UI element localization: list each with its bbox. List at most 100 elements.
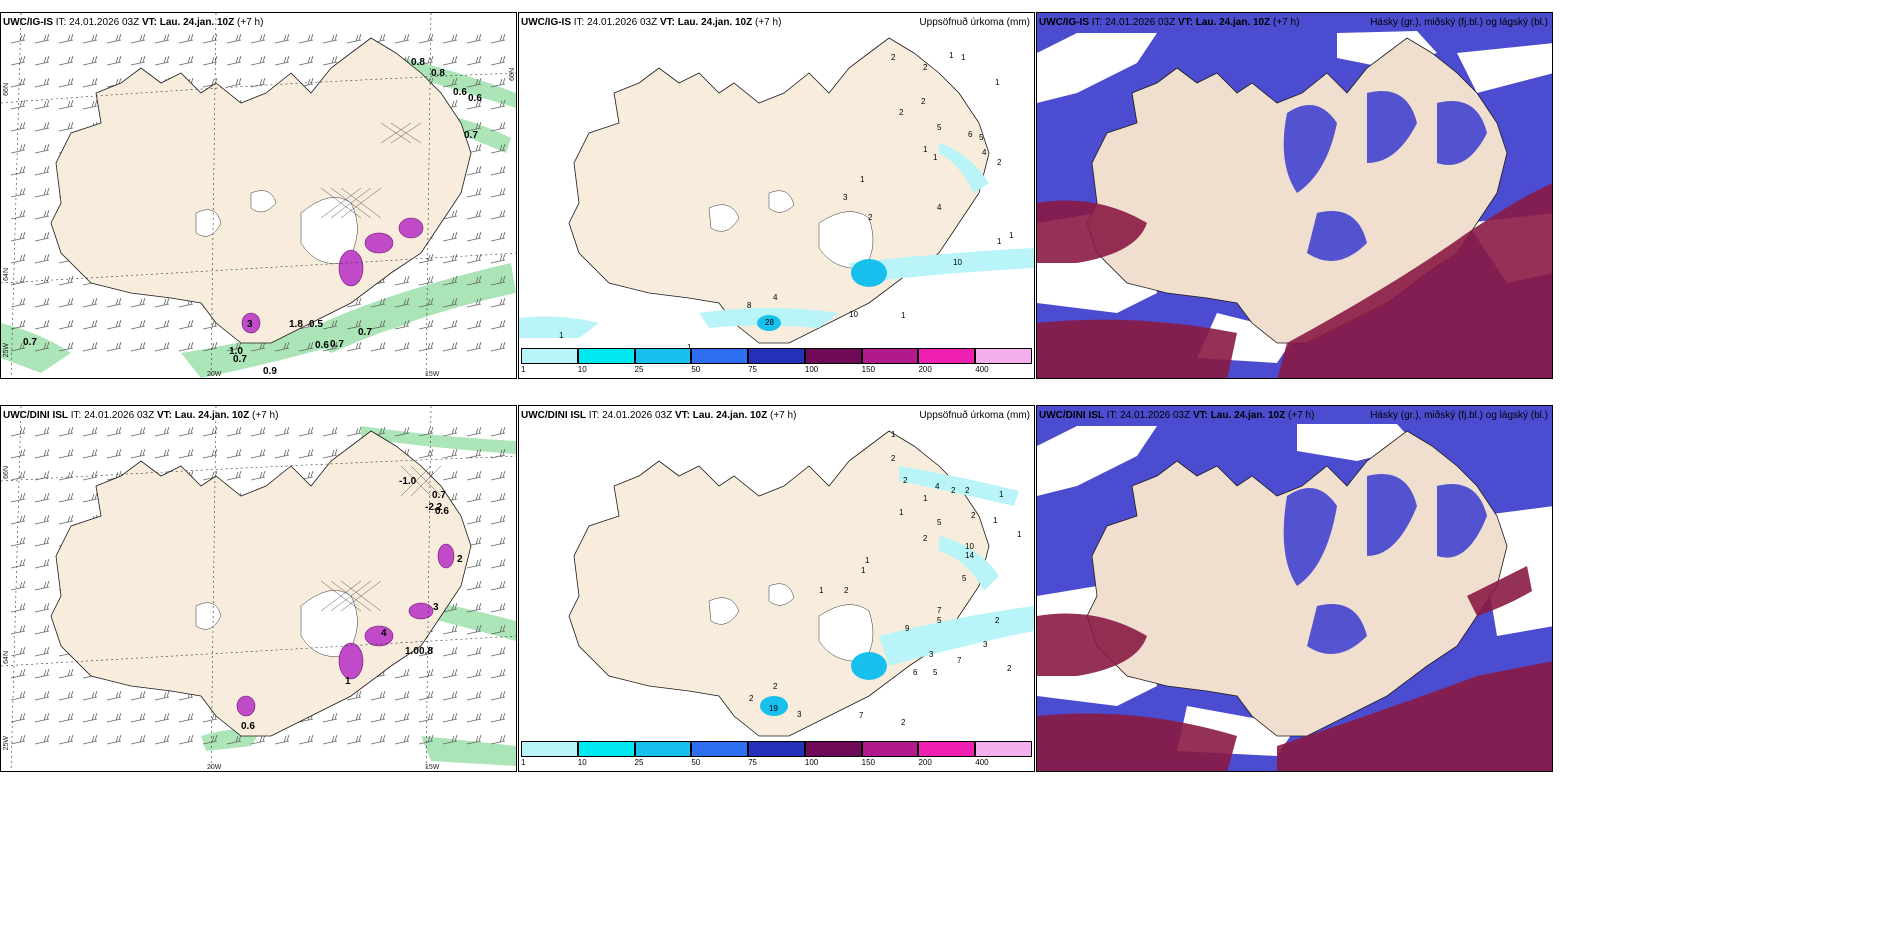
wind-barb <box>34 77 50 88</box>
wind-barb <box>466 275 482 286</box>
wind-barb <box>442 253 458 264</box>
precip-value: 5 <box>937 616 942 625</box>
wind-barb <box>442 319 458 330</box>
lat-lon-lines <box>1 406 516 771</box>
panel-subtitle: Uppsöfnuð úrkoma (mm) <box>919 17 1030 28</box>
wind-barb <box>10 55 26 66</box>
axis-lat-66: 66N <box>3 466 10 479</box>
panel-header: UWC/IG-IS IT: 24.01.2026 03Z VT: Lau. 24… <box>1039 17 1548 28</box>
wind-value: 1.8 <box>289 319 303 330</box>
wind-barb <box>106 55 122 66</box>
precip-value: 2 <box>749 694 754 703</box>
precip-value: 7 <box>937 606 942 615</box>
panel-subtitle: Uppsöfnuð úrkoma (mm) <box>919 410 1030 421</box>
wind-barb <box>490 734 506 745</box>
precip-value: 2 <box>995 616 1000 625</box>
wind-barb <box>394 319 410 330</box>
wind-barb <box>10 209 26 220</box>
wind-value: 0.6 <box>315 340 329 351</box>
wind-barb <box>226 448 242 459</box>
wind-barb <box>154 55 170 66</box>
wind-barb <box>58 99 74 110</box>
colorbar: 1 10 25 50 75 100 150 200 400 <box>521 741 1032 769</box>
wind-value: 1.0 <box>229 346 243 357</box>
wind-value: 0.6 <box>453 87 467 98</box>
colorbar-swatch <box>918 348 976 364</box>
wind-barb <box>34 624 50 635</box>
wind-barb <box>466 426 482 437</box>
wind-barb <box>10 319 26 330</box>
wind-barb <box>394 297 410 308</box>
wind-barb <box>466 514 482 525</box>
wind-barb <box>10 341 26 352</box>
glaciers <box>708 583 874 662</box>
axis-lat-64: 64N <box>3 651 10 664</box>
wind-barb <box>418 297 434 308</box>
panel-wind-dini: UWC/DINI ISL IT: 24.01.2026 03Z VT: Lau.… <box>0 405 517 772</box>
precip-value: 1 <box>819 586 824 595</box>
precip-value: 1 <box>1017 530 1022 539</box>
green-bands <box>1 53 516 378</box>
precip-value: 10 <box>965 542 974 551</box>
wind-barb <box>178 33 194 44</box>
colorbar-tick: 400 <box>975 365 989 374</box>
precip-value: 1 <box>891 430 896 439</box>
wind-barb <box>370 319 386 330</box>
wind-barb <box>466 580 482 591</box>
colorbar-swatch <box>521 741 578 757</box>
wind-barb <box>202 33 218 44</box>
wind-barb <box>394 734 410 745</box>
wind-barb <box>34 734 50 745</box>
wind-barb <box>10 470 26 481</box>
wind-barb <box>466 448 482 459</box>
wind-barb <box>322 319 338 330</box>
axis-lat-66-right: 66N <box>509 68 516 81</box>
wind-value: 0.8 <box>411 57 425 68</box>
wind-barb <box>370 341 386 352</box>
wind-barb <box>58 121 74 132</box>
precip-value: 2 <box>899 108 904 117</box>
wind-barb <box>442 470 458 481</box>
precip-value: 1 <box>861 566 866 575</box>
wind-barb <box>466 121 482 132</box>
wind-barb <box>34 231 50 242</box>
precip-value: 1 <box>923 145 928 154</box>
precip-shading <box>519 143 1034 338</box>
colorbar-swatch <box>804 741 862 757</box>
colorbar-swatch <box>634 741 692 757</box>
colorbar-tick: 50 <box>691 365 701 374</box>
wind-barb <box>58 297 74 308</box>
wind-value: 0.6 <box>435 506 449 517</box>
wind-barb <box>466 187 482 198</box>
wind-barb <box>10 143 26 154</box>
wind-barb <box>490 121 506 132</box>
wind-barb <box>34 187 50 198</box>
wind-barb <box>34 668 50 679</box>
wind-barb <box>178 426 194 437</box>
panel-header: UWC/DINI ISL IT: 24.01.2026 03Z VT: Lau.… <box>521 410 1030 421</box>
wind-barb <box>418 55 434 66</box>
precip-value: 3 <box>843 193 848 202</box>
wind-barb <box>10 690 26 701</box>
wind-barb <box>34 712 50 723</box>
cloud-over-land <box>1283 474 1487 654</box>
wind-barb <box>10 580 26 591</box>
precip-value: 7 <box>957 656 962 665</box>
wind-barb <box>490 77 506 88</box>
wind-barb <box>490 341 506 352</box>
wind-barb <box>346 426 362 437</box>
wind-barb <box>418 275 434 286</box>
wind-barb <box>418 690 434 701</box>
colorbar-swatch <box>861 348 919 364</box>
wind-barb <box>250 33 266 44</box>
wind-barb <box>418 448 434 459</box>
precip-value: 1 <box>1009 231 1014 240</box>
colorbar-tick: 1 <box>521 758 526 767</box>
axis-lon-15: 15W <box>425 371 440 378</box>
wind-barb <box>34 690 50 701</box>
wind-barb <box>10 536 26 547</box>
wind-barb <box>466 99 482 110</box>
wind-barb <box>490 143 506 154</box>
wind-barb <box>466 341 482 352</box>
wind-barb <box>490 448 506 459</box>
